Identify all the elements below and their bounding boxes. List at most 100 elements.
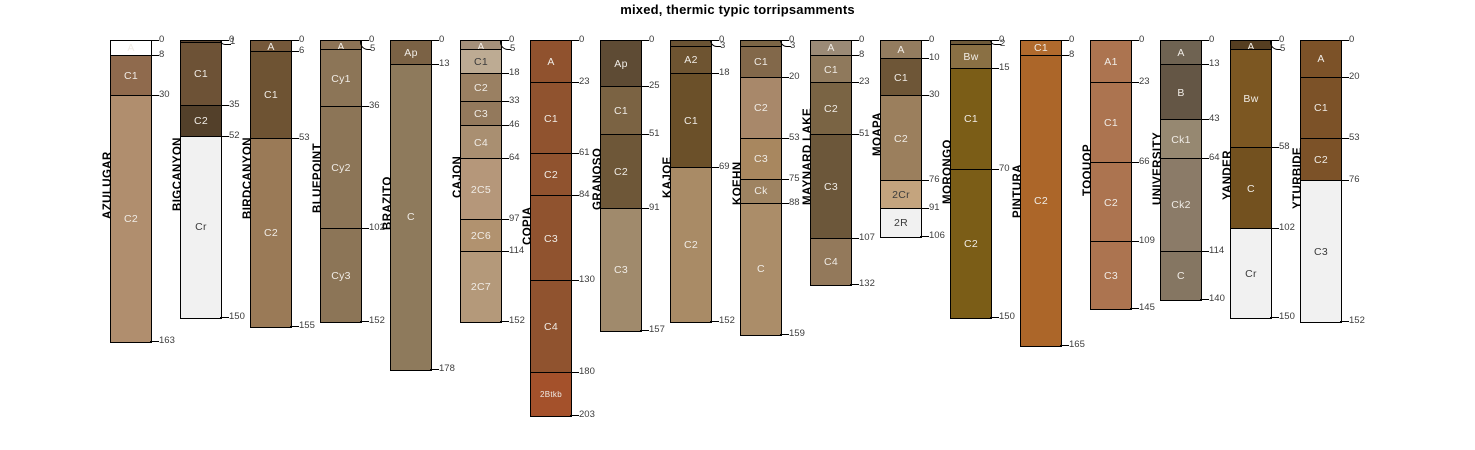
soil-horizon[interactable]: Cy2 (321, 107, 361, 230)
soil-horizon[interactable]: C1 (671, 74, 711, 169)
profile-column[interactable]: A2 C1 C2 (670, 40, 712, 323)
soil-horizon[interactable]: C4 (811, 238, 851, 285)
soil-horizon[interactable]: C (391, 65, 431, 370)
soil-horizon[interactable]: C2 (811, 83, 851, 136)
soil-horizon[interactable]: C3 (1301, 181, 1341, 322)
soil-horizon[interactable]: A (1231, 41, 1271, 51)
soil-horizon[interactable]: C2 (741, 77, 781, 139)
soil-horizon[interactable]: A (811, 41, 851, 56)
soil-horizon[interactable]: C1 (1301, 77, 1341, 139)
soil-horizon[interactable]: C1 (601, 87, 641, 136)
profile-column[interactable]: A C1 C2 2Cr 2R (880, 40, 922, 238)
profile-column[interactable]: A C1 C2 C3 (1300, 40, 1342, 323)
soil-horizon[interactable]: A (251, 41, 291, 53)
soil-horizon[interactable]: A (321, 41, 361, 51)
profile-column[interactable]: Ap C1 C2 C3 (600, 40, 642, 332)
profile-column[interactable]: A Cy1 Cy2 Cy3 (320, 40, 362, 323)
horizon-label: A (827, 42, 835, 55)
soil-horizon[interactable]: Cr (181, 137, 221, 319)
soil-horizon[interactable]: C3 (741, 138, 781, 180)
profile-column[interactable]: A B Ck1 Ck2 C (1160, 40, 1202, 301)
soil-horizon[interactable] (181, 41, 221, 43)
soil-horizon[interactable]: C1 (881, 59, 921, 97)
soil-horizon[interactable]: C (1231, 148, 1271, 230)
soil-horizon[interactable]: C1 (811, 55, 851, 84)
soil-horizon[interactable]: B (1161, 65, 1201, 121)
profile-column[interactable]: A C1 C2 C3 C4 (810, 40, 852, 286)
profile-column[interactable]: Ap C (390, 40, 432, 371)
soil-horizon[interactable]: C1 (741, 46, 781, 78)
soil-horizon[interactable]: A (881, 41, 921, 60)
soil-horizon[interactable]: A (1301, 41, 1341, 78)
soil-horizon[interactable]: 2C6 (461, 220, 501, 252)
soil-horizon[interactable]: C3 (461, 101, 501, 126)
soil-horizon[interactable]: C2 (111, 96, 151, 343)
soil-horizon[interactable]: A (111, 41, 151, 56)
profile-column[interactable]: C1 C2 Cr (180, 40, 222, 320)
soil-horizon[interactable]: C2 (461, 74, 501, 102)
soil-horizon[interactable]: C2 (1021, 55, 1061, 346)
soil-horizon[interactable]: C1 (1091, 83, 1131, 163)
soil-horizon[interactable]: A1 (1091, 41, 1131, 84)
soil-horizon[interactable] (951, 41, 991, 45)
soil-horizon[interactable]: Ck (741, 179, 781, 204)
soil-horizon[interactable]: C (1161, 251, 1201, 300)
soil-horizon[interactable]: Cr (1231, 229, 1271, 319)
profile-column[interactable]: Bw C1 C2 (950, 40, 992, 320)
soil-horizon[interactable]: C1 (251, 52, 291, 139)
soil-horizon[interactable]: A2 (671, 46, 711, 75)
soil-horizon[interactable]: A (461, 41, 501, 51)
soil-horizon[interactable]: Ck2 (1161, 159, 1201, 252)
profile-column[interactable]: A1 C1 C2 C3 (1090, 40, 1132, 310)
soil-horizon[interactable]: C1 (111, 55, 151, 97)
profile-column[interactable]: C1 C2 C3 Ck C (740, 40, 782, 336)
profile-column[interactable]: A Bw C Cr (1230, 40, 1272, 320)
soil-horizon[interactable]: A (1161, 41, 1201, 65)
soil-horizon[interactable]: C4 (531, 281, 571, 374)
soil-horizon[interactable]: 2Btkb (531, 373, 571, 416)
soil-horizon[interactable]: C2 (1301, 138, 1341, 182)
soil-horizon[interactable]: C3 (531, 196, 571, 282)
soil-horizon[interactable]: C2 (1091, 162, 1131, 243)
soil-horizon[interactable]: A (531, 41, 571, 84)
soil-horizon[interactable]: C1 (951, 68, 991, 171)
soil-horizon[interactable]: C1 (461, 50, 501, 75)
soil-horizon[interactable]: C2 (181, 105, 221, 138)
profile-column[interactable]: A C1 C2 (110, 40, 152, 344)
soil-horizon[interactable]: Cy3 (321, 229, 361, 322)
soil-horizon[interactable]: C1 (531, 83, 571, 154)
soil-horizon[interactable]: 2C7 (461, 251, 501, 322)
soil-horizon[interactable]: C3 (811, 135, 851, 239)
soil-horizon[interactable]: C2 (951, 170, 991, 319)
soil-horizon[interactable] (741, 41, 781, 47)
soil-horizon[interactable]: C1 (181, 42, 221, 106)
soil-horizon[interactable]: Ck1 (1161, 120, 1201, 160)
profile-column[interactable]: A C1 C2 C3 C4 2Btkb (530, 40, 572, 417)
soil-horizon[interactable]: Ap (601, 41, 641, 88)
soil-horizon[interactable]: Bw (951, 44, 991, 69)
horizon-label: 2Cr (892, 189, 910, 202)
soil-horizon[interactable]: Bw (1231, 50, 1271, 149)
soil-horizon[interactable]: C1 (1021, 41, 1061, 56)
profile-column[interactable]: A C1 C2 C3 C4 2C5 2C6 2C7 (460, 40, 502, 323)
soil-horizon[interactable]: Ap (391, 41, 431, 65)
soil-horizon[interactable]: Cy1 (321, 50, 361, 108)
depth-value-label: 13 (1209, 58, 1220, 69)
soil-horizon[interactable]: 2Cr (881, 181, 921, 210)
profile-column[interactable]: C1 C2 (1020, 40, 1062, 347)
soil-horizon[interactable]: C3 (601, 209, 641, 331)
soil-horizon[interactable]: C2 (881, 96, 921, 182)
profile-column[interactable]: A C1 C2 (250, 40, 292, 329)
depth-value-label: 58 (1279, 141, 1290, 153)
soil-horizon[interactable]: C2 (601, 135, 641, 210)
soil-horizon[interactable]: C2 (671, 168, 711, 322)
soil-horizon[interactable]: C (741, 203, 781, 335)
soil-horizon[interactable]: C2 (251, 138, 291, 328)
soil-horizon[interactable]: C2 (531, 153, 571, 197)
soil-horizon[interactable]: C4 (461, 125, 501, 160)
depth-tick (1130, 307, 1139, 309)
soil-horizon[interactable]: C3 (1091, 242, 1131, 309)
soil-horizon[interactable] (671, 41, 711, 47)
soil-horizon[interactable]: 2C5 (461, 159, 501, 221)
soil-horizon[interactable]: 2R (881, 209, 921, 237)
